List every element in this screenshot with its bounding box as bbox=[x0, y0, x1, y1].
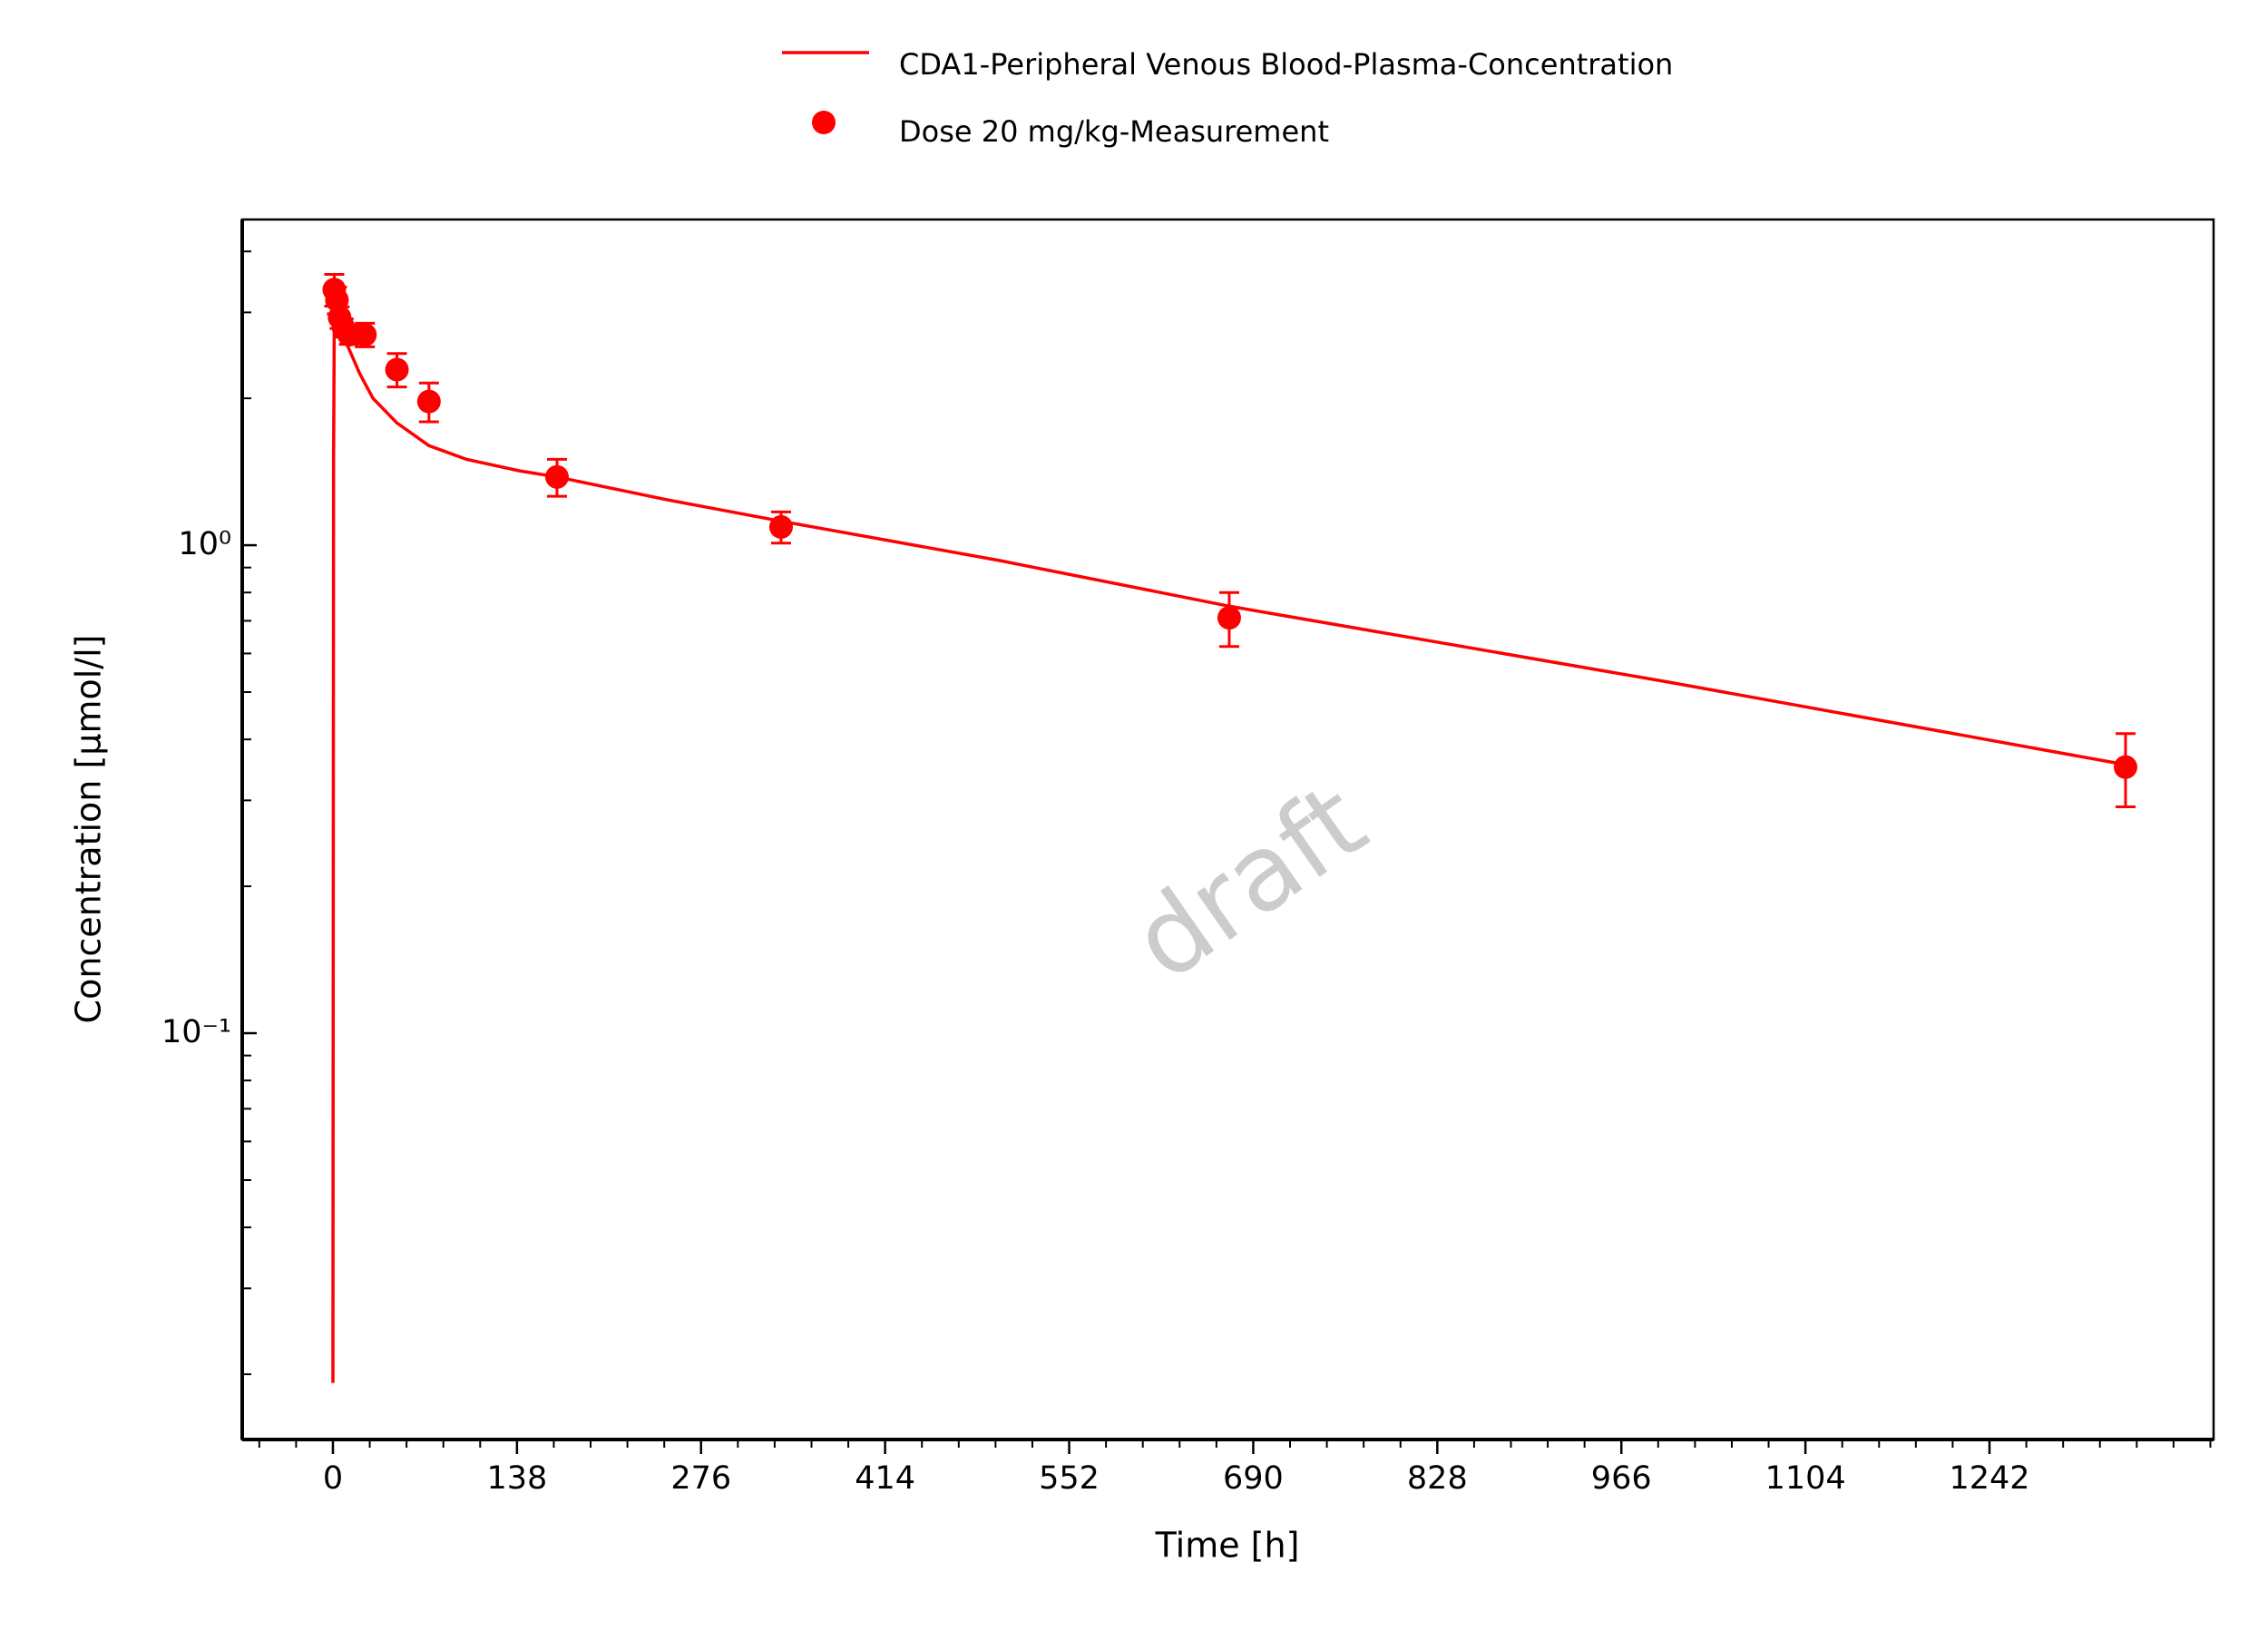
x-tick-label: 414 bbox=[855, 1460, 915, 1497]
x-tick-label: 276 bbox=[670, 1460, 731, 1497]
legend-label: CDA1-Peripheral Venous Blood-Plasma-Conc… bbox=[899, 47, 1673, 82]
data-point bbox=[416, 389, 441, 414]
x-tick-label: 966 bbox=[1591, 1460, 1652, 1497]
data-point bbox=[353, 323, 377, 347]
x-tick-label: 1242 bbox=[1949, 1460, 2029, 1497]
x-tick-label: 138 bbox=[486, 1460, 547, 1497]
x-tick-label: 0 bbox=[323, 1460, 343, 1497]
y-axis-title: Concentration [µmol/l] bbox=[69, 635, 109, 1024]
legend: CDA1-Peripheral Venous Blood-Plasma-Conc… bbox=[782, 47, 1673, 149]
x-tick-label: 690 bbox=[1223, 1460, 1284, 1497]
legend-label: Dose 20 mg/kg-Measurement bbox=[899, 114, 1329, 149]
data-point bbox=[768, 514, 793, 539]
legend-marker bbox=[812, 111, 836, 134]
x-tick-label: 552 bbox=[1039, 1460, 1100, 1497]
data-point bbox=[1217, 606, 1241, 630]
y-tick-label: 10⁻¹ bbox=[161, 1014, 231, 1050]
x-tick-label: 828 bbox=[1407, 1460, 1468, 1497]
x-axis-title: Time [h] bbox=[1155, 1526, 1300, 1566]
x-tick-label: 1104 bbox=[1765, 1460, 1846, 1497]
data-point bbox=[2113, 755, 2137, 779]
data-point bbox=[544, 464, 569, 489]
y-tick-label: 10⁰ bbox=[178, 526, 231, 562]
data-point bbox=[385, 357, 409, 382]
